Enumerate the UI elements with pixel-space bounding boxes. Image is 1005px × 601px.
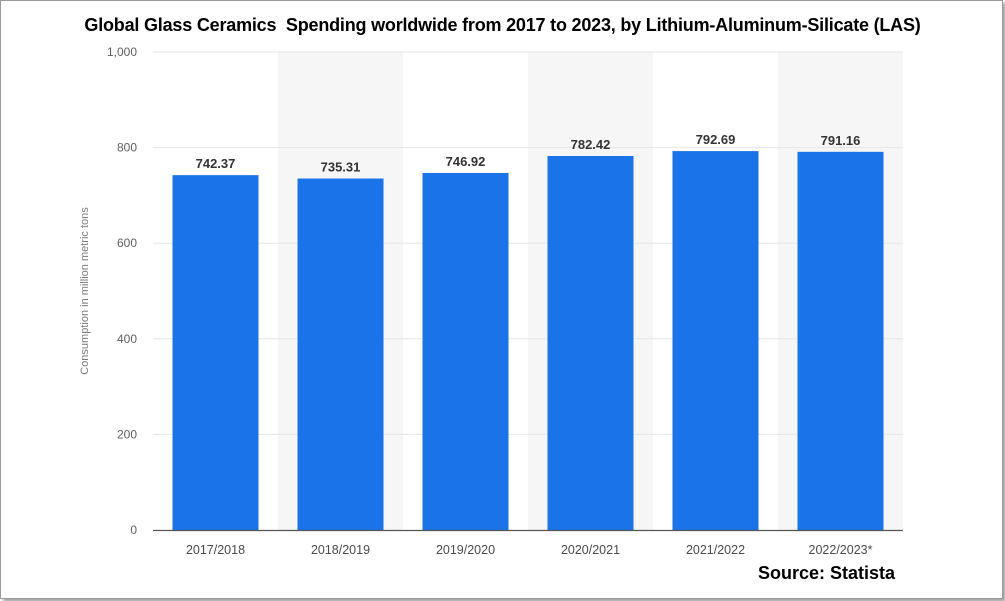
data-label: 746.92 — [446, 154, 486, 169]
bar-2021/2022 — [672, 151, 759, 530]
x-tick-label: 2020/2021 — [561, 543, 620, 557]
chart-title: Global Glass Ceramics Spending worldwide… — [84, 15, 921, 35]
y-tick-label: 200 — [117, 427, 137, 441]
x-axis-ticks: 2017/2018 2018/2019 2019/2020 2020/2021 2021… — [186, 543, 873, 557]
bar-2019/2020 — [422, 172, 509, 531]
x-tick-label: 2017/2018 — [186, 543, 245, 557]
data-label: 782.42 — [571, 137, 611, 152]
x-tick-label: 2022/2023* — [809, 543, 873, 557]
y-axis-label: Consumption in million metric tons — [79, 207, 91, 375]
bars — [172, 151, 884, 531]
source-label: Source: Statista — [757, 563, 895, 583]
data-label: 742.37 — [196, 156, 236, 171]
bar-2017/2018 — [172, 175, 259, 530]
y-axis-ticks: 0 200 400 600 800 1,000 — [107, 45, 137, 537]
data-label: 792.69 — [696, 132, 736, 147]
data-label: 791.16 — [821, 133, 861, 148]
data-label: 735.31 — [321, 160, 361, 175]
x-tick-label: 2018/2019 — [311, 543, 370, 557]
y-tick-label: 1,000 — [107, 45, 137, 59]
y-tick-label: 800 — [117, 141, 137, 155]
y-tick-label: 600 — [117, 236, 137, 250]
x-tick-label: 2021/2022 — [686, 543, 745, 557]
y-tick-label: 400 — [117, 332, 137, 346]
bar-2022/2023* — [797, 151, 884, 531]
x-tick-label: 2019/2020 — [436, 543, 495, 557]
gridlines — [153, 51, 903, 435]
y-tick-label: 0 — [130, 523, 137, 537]
bar-2020/2021 — [547, 156, 634, 530]
data-labels: 742.37 735.31 746.92 782.42 792.69 791.16 — [196, 132, 861, 174]
bar-2018/2019 — [297, 178, 384, 530]
